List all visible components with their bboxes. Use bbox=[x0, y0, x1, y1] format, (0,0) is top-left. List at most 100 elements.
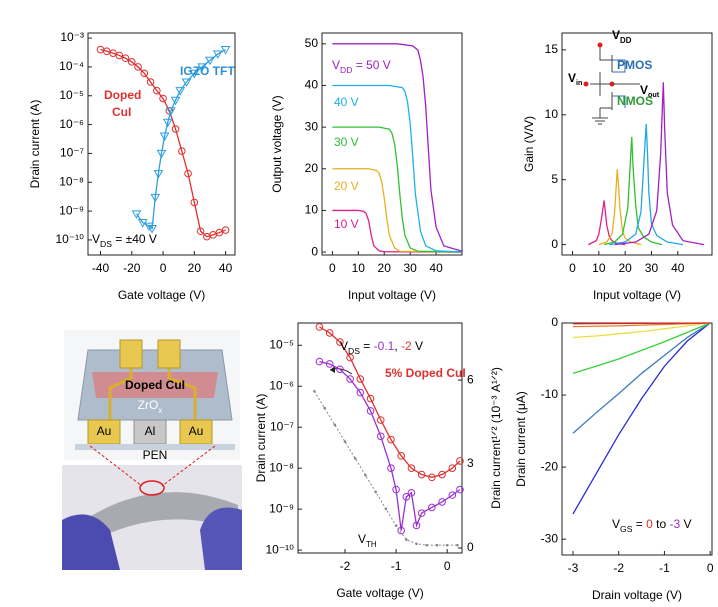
annotation-part: 5% Doped CuI bbox=[385, 366, 466, 380]
annotation-part: V bbox=[340, 339, 348, 353]
zoom-line bbox=[89, 445, 143, 487]
data-line bbox=[598, 169, 642, 246]
data-point bbox=[181, 78, 192, 87]
y2-axis-label: Drain current¹ᐟ² (10⁻³ A¹ᐟ²) bbox=[489, 367, 503, 509]
data-point bbox=[376, 432, 385, 441]
y-tick-label: 15 bbox=[545, 42, 559, 56]
annotation-part: -2 bbox=[401, 339, 412, 353]
data-point bbox=[364, 473, 367, 477]
annotation: VGS = 0 to -3 V bbox=[612, 517, 692, 534]
data-point bbox=[146, 78, 155, 86]
transistor bbox=[612, 59, 626, 108]
data-point bbox=[428, 503, 436, 512]
data-point bbox=[397, 526, 406, 535]
annotation: 30 V bbox=[334, 135, 359, 149]
y-tick-label: -30 bbox=[541, 531, 559, 545]
data-line bbox=[572, 322, 711, 375]
y-tick-label: 0 bbox=[551, 315, 558, 329]
x-tick-label: 0 bbox=[569, 261, 576, 275]
y-tick-label: 10⁻⁸ bbox=[269, 460, 294, 474]
annotation: CuI bbox=[112, 105, 131, 119]
y-tick-label: 10⁻¹⁰ bbox=[266, 542, 295, 556]
y-tick-label: -10 bbox=[541, 387, 559, 401]
data-point bbox=[147, 224, 157, 234]
annotation-part: DS bbox=[348, 346, 360, 356]
data-point bbox=[325, 329, 334, 337]
data-point bbox=[212, 50, 223, 60]
data-point bbox=[387, 435, 395, 444]
data-point bbox=[417, 509, 426, 517]
data-point bbox=[140, 69, 149, 78]
node bbox=[597, 42, 603, 48]
plot-frame bbox=[561, 32, 713, 256]
annotation-part: V bbox=[412, 339, 423, 353]
device-label: x bbox=[158, 406, 162, 415]
data-line bbox=[332, 168, 463, 253]
device-label: Au bbox=[189, 424, 204, 438]
annotation: VDS = -0.1, -2 V bbox=[340, 339, 423, 356]
data-point bbox=[456, 457, 464, 465]
annotation-part: V bbox=[358, 532, 366, 546]
data-point bbox=[127, 58, 136, 66]
data-point bbox=[387, 464, 395, 472]
annotation-part: IGZO TFT bbox=[180, 64, 235, 78]
annotation: IGZO TFT bbox=[180, 64, 235, 78]
y-axis-label: Drain current (A) bbox=[28, 100, 42, 189]
x-tick-label: 40 bbox=[671, 261, 685, 275]
data-point bbox=[456, 543, 459, 547]
y-tick-label: 0 bbox=[311, 244, 318, 258]
pad bbox=[119, 339, 143, 369]
x-tick-label: 0 bbox=[444, 559, 451, 573]
y-tick-label: 5 bbox=[551, 172, 558, 186]
data-point bbox=[448, 464, 457, 472]
annotation-part: = bbox=[360, 339, 374, 353]
data-line bbox=[135, 48, 226, 230]
data-point bbox=[215, 228, 224, 237]
data-point bbox=[196, 227, 205, 236]
data-line bbox=[572, 322, 711, 339]
cui-layer bbox=[92, 372, 218, 398]
data-point bbox=[428, 473, 436, 482]
data-point bbox=[417, 470, 426, 479]
y-tick-label: 10⁻⁹ bbox=[59, 203, 84, 217]
annotation-part: -3 bbox=[670, 517, 681, 531]
data-point bbox=[353, 457, 357, 460]
y-tick-label: 0 bbox=[551, 237, 558, 251]
data-line bbox=[614, 82, 705, 246]
wire bbox=[590, 47, 613, 125]
y-tick-label: 10⁻⁶ bbox=[269, 378, 294, 392]
y-tick-label: 30 bbox=[305, 119, 319, 133]
annotation: VDD = 50 V bbox=[332, 58, 391, 75]
annotation: Doped bbox=[104, 88, 141, 102]
data-line bbox=[603, 136, 663, 246]
data-point bbox=[394, 524, 398, 527]
x-tick-label: 0 bbox=[707, 561, 714, 575]
data-point bbox=[333, 423, 337, 427]
pad bbox=[133, 419, 167, 445]
device-photo bbox=[62, 445, 242, 570]
data-point bbox=[356, 375, 365, 383]
annotation-part: = ±40 V bbox=[112, 232, 157, 246]
annotation-part: V bbox=[640, 83, 648, 97]
data-point bbox=[366, 407, 375, 415]
x-tick-label: 30 bbox=[403, 261, 417, 275]
data-point bbox=[170, 96, 181, 106]
x-tick-label: 0 bbox=[329, 261, 336, 275]
x-axis-label: Drain voltage (V) bbox=[592, 588, 682, 602]
y-tick-label: 10⁻³ bbox=[60, 30, 84, 44]
data-point bbox=[220, 46, 231, 55]
device-label: ZrOx bbox=[138, 398, 163, 414]
data-point bbox=[175, 87, 186, 96]
data-line bbox=[572, 322, 711, 434]
annotation-part: out bbox=[648, 90, 660, 99]
y-tick-label: 20 bbox=[305, 161, 319, 175]
annotation-part: in bbox=[576, 78, 582, 87]
data-point bbox=[376, 416, 385, 424]
plot-frame bbox=[87, 32, 236, 256]
annotation: 5% Doped CuI bbox=[385, 366, 466, 380]
data-point bbox=[178, 147, 186, 155]
data-point bbox=[197, 63, 208, 72]
x-tick-label: -1 bbox=[659, 561, 670, 575]
data-point bbox=[131, 210, 142, 219]
annotation-part: DS bbox=[100, 239, 112, 249]
